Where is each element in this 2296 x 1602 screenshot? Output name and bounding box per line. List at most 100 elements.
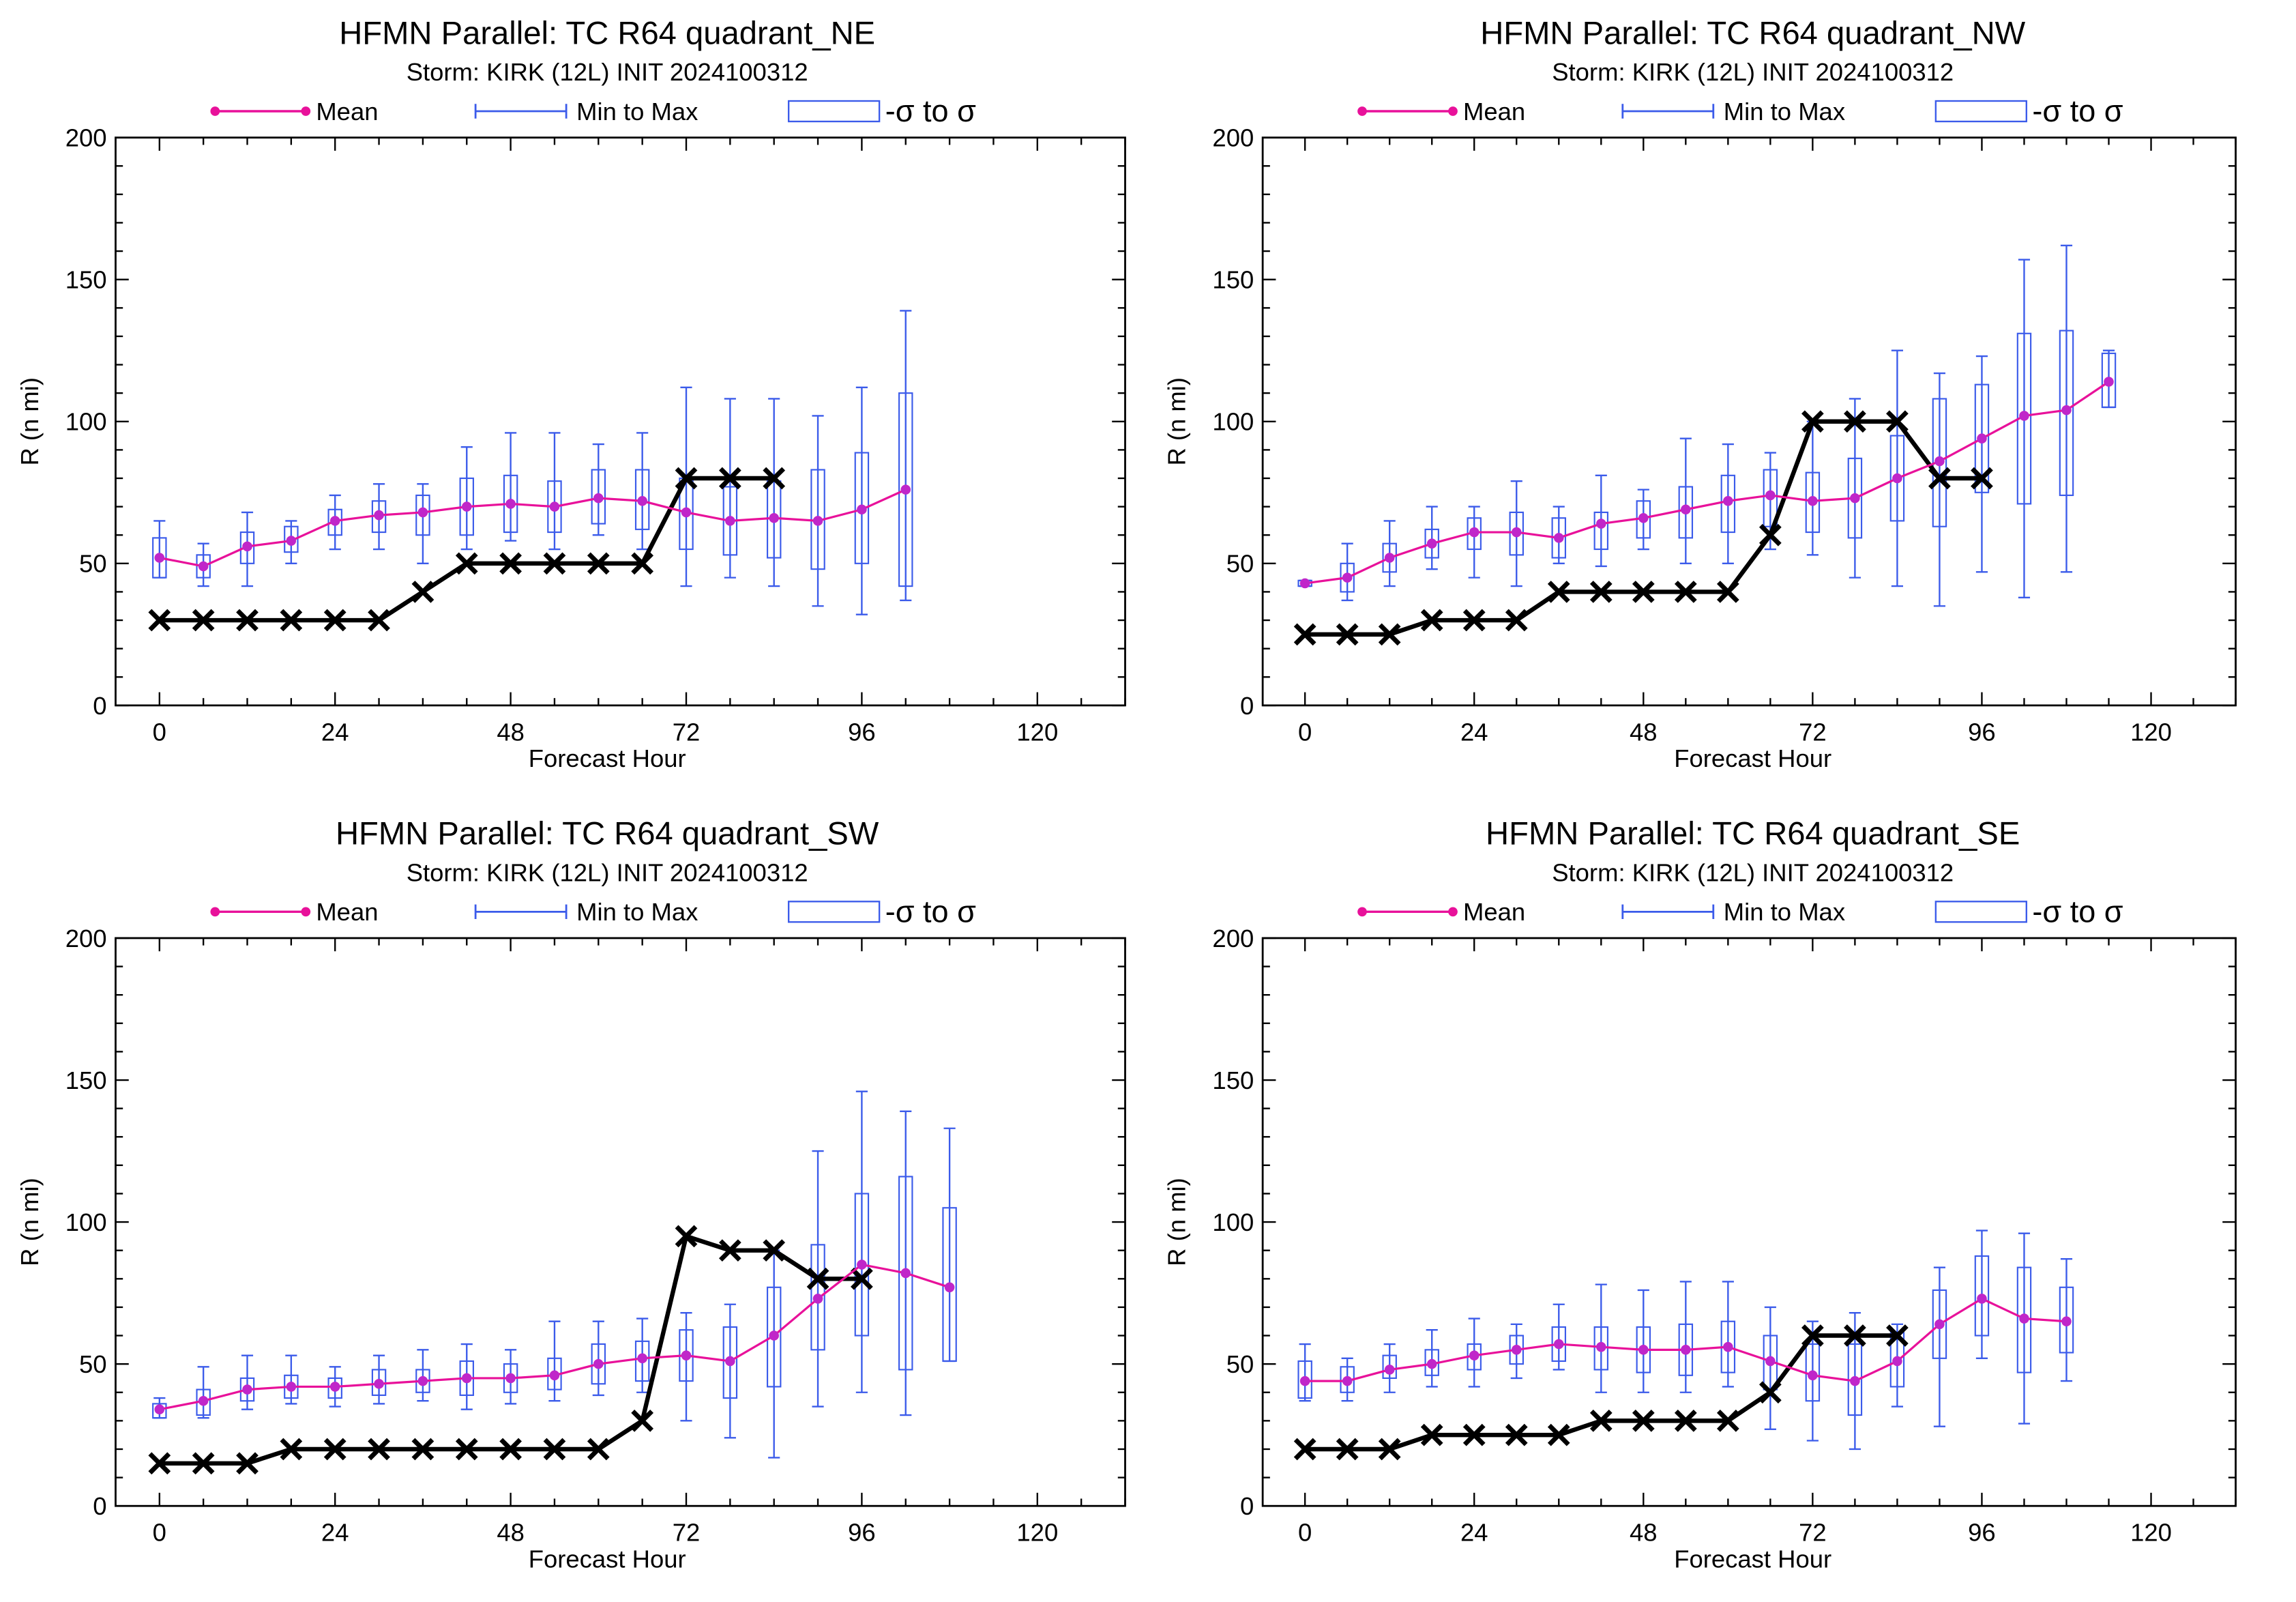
plot-frame [115, 937, 1126, 1507]
observed-point [587, 552, 610, 575]
mean-point [505, 1373, 516, 1384]
y-tick-label: 150 [1212, 266, 1254, 294]
mean-point [1977, 433, 1987, 444]
sigma-box [284, 525, 299, 553]
observed-point [455, 552, 478, 575]
mean-point [593, 1358, 604, 1369]
observed-point [411, 1438, 435, 1461]
sigma-box [722, 1326, 738, 1399]
sigma-box [898, 1176, 913, 1371]
min-max-whisker [592, 443, 604, 536]
mean-point [1299, 578, 1310, 589]
legend-sigma-symbol [787, 901, 881, 923]
mean-point [1426, 1358, 1437, 1369]
legend-mean-dot [210, 106, 220, 116]
observed-point [543, 1438, 566, 1461]
mean-point [417, 1375, 428, 1386]
min-max-whisker [548, 1320, 561, 1402]
observed-point [323, 609, 347, 632]
sigma-box [152, 537, 167, 579]
observed-point [1547, 1423, 1570, 1446]
mean-point [1638, 1345, 1649, 1355]
observed-point [368, 609, 390, 632]
mean-point [417, 507, 428, 518]
x-tick-label: 48 [1630, 1519, 1658, 1547]
min-max-whisker [1426, 506, 1438, 570]
mean-point [1595, 519, 1606, 529]
chart-title: HFMN Parallel: TC R64 quadrant_NW [1480, 15, 2025, 51]
sigma-box [1763, 469, 1778, 527]
observed-point [1420, 609, 1443, 632]
observed-point [1844, 1324, 1866, 1347]
observed-point [1462, 609, 1486, 632]
min-max-whisker [812, 415, 824, 607]
mean-point [461, 1373, 472, 1384]
x-tick-label: 120 [1016, 1519, 1058, 1547]
observed-point [411, 581, 435, 603]
observed-point [1336, 1438, 1359, 1461]
mean-point [329, 1382, 340, 1392]
chart-title: HFMN Parallel: TC R64 quadrant_SE [1486, 816, 2020, 852]
mean-point [1681, 504, 1691, 515]
mean-point [725, 1356, 735, 1367]
observed-point [587, 1438, 610, 1461]
x-tick-label: 24 [1460, 718, 1488, 746]
mean-point [769, 1330, 779, 1341]
x-tick-label: 48 [497, 718, 525, 746]
observed-point [280, 1438, 303, 1461]
x-tick-label: 120 [2130, 1519, 2172, 1547]
y-tick-label: 150 [1212, 1066, 1254, 1094]
y-tick-label: 100 [65, 1208, 107, 1236]
sigma-box [1932, 1289, 1947, 1359]
chart-subtitle: Storm: KIRK (12L) INIT 2024100312 [1552, 858, 1954, 886]
min-max-whisker [1933, 372, 1946, 607]
observed-point [1886, 1324, 1909, 1347]
sigma-box [152, 1403, 167, 1419]
mean-point [2104, 377, 2114, 387]
observed-point [1758, 1381, 1782, 1404]
x-tick-label: 0 [153, 718, 166, 746]
y-tick-label: 50 [79, 550, 107, 578]
min-max-whisker [2018, 259, 2031, 598]
observed-point [675, 1225, 698, 1248]
observed-point [1420, 1423, 1443, 1446]
legend-minmax-symbol [474, 904, 568, 920]
y-tick-label: 200 [1212, 924, 1254, 952]
min-max-whisker [1299, 1343, 1311, 1402]
mean-point [374, 510, 384, 521]
observed-point [148, 609, 171, 632]
mean-point [1765, 1356, 1776, 1367]
observed-point [236, 609, 259, 632]
sigma-box [196, 554, 211, 579]
min-max-whisker [855, 1090, 868, 1393]
mean-point [374, 1378, 384, 1389]
legend-minmax-label: Min to Max [576, 98, 698, 126]
mean-point [242, 541, 252, 552]
legend-sigma-symbol [1934, 100, 2028, 123]
observed-point [1971, 467, 1993, 490]
x-tick-label: 120 [1016, 718, 1058, 746]
min-max-whisker [197, 1366, 209, 1419]
min-max-whisker [636, 432, 649, 551]
mean-point [154, 1404, 165, 1415]
mean-point [1850, 493, 1860, 504]
mean-point [944, 1282, 955, 1293]
min-max-whisker [1806, 1320, 1819, 1442]
legend-mean-dot [1448, 907, 1458, 917]
legend-mean-label: Mean [316, 898, 378, 926]
x-tick-label: 0 [1298, 718, 1312, 746]
mean-line [159, 489, 907, 568]
observed-point [1505, 1423, 1528, 1446]
observed-point [1801, 1324, 1824, 1347]
mean-point [1384, 553, 1395, 563]
legend-mean-dot [301, 106, 311, 116]
observed-point [1293, 1438, 1316, 1461]
sigma-box [766, 1286, 782, 1388]
mean-point [1553, 1339, 1564, 1350]
observed-point [631, 1409, 654, 1432]
legend-mean-label: Mean [316, 98, 378, 126]
sigma-box [854, 452, 870, 564]
legend-minmax-symbol [474, 104, 568, 119]
x-tick-label: 72 [673, 1519, 701, 1547]
